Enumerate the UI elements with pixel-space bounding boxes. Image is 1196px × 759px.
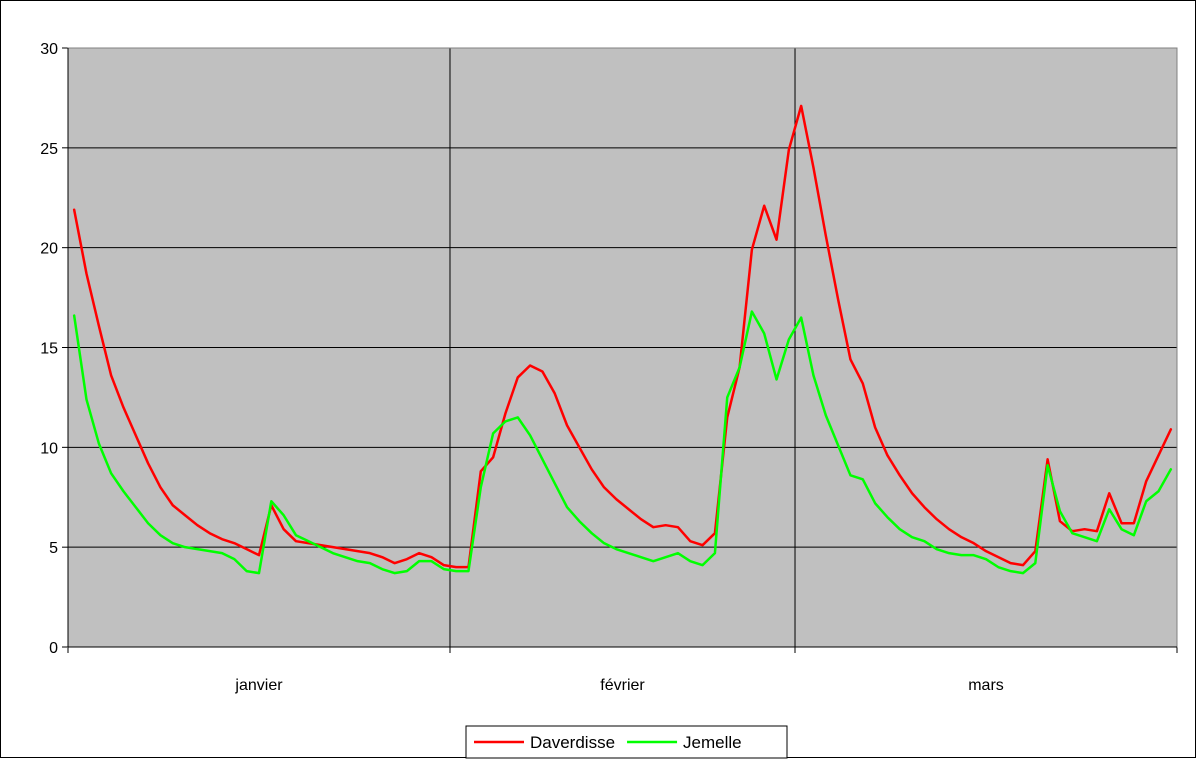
legend-label-daverdisse: Daverdisse bbox=[530, 733, 615, 752]
x-axis-category-labels: janvier février mars bbox=[234, 677, 1003, 694]
legend: Daverdisse Jemelle bbox=[465, 725, 788, 759]
series-layer bbox=[72, 104, 1173, 575]
month-separators bbox=[449, 48, 796, 647]
y-tick-label-5: 5 bbox=[49, 540, 58, 557]
y-axis-tick-labels: 0 5 10 15 20 25 30 bbox=[40, 41, 58, 657]
y-tick-label-30: 30 bbox=[40, 41, 58, 58]
y-tick-label-25: 25 bbox=[40, 141, 58, 158]
y-tick-label-20: 20 bbox=[40, 241, 58, 258]
legend-label-jemelle: Jemelle bbox=[683, 733, 742, 752]
x-category-label-mars: mars bbox=[968, 677, 1004, 694]
x-category-label-janvier: janvier bbox=[234, 677, 283, 694]
y-tick-label-10: 10 bbox=[40, 440, 58, 457]
axes bbox=[62, 47, 1178, 653]
series-line-jemelle bbox=[72, 310, 1173, 575]
legend-box bbox=[465, 725, 788, 759]
y-tick-label-15: 15 bbox=[40, 341, 58, 358]
y-tick-label-0: 0 bbox=[49, 640, 58, 657]
x-category-label-février: février bbox=[600, 677, 645, 694]
series-line-daverdisse bbox=[72, 104, 1173, 569]
